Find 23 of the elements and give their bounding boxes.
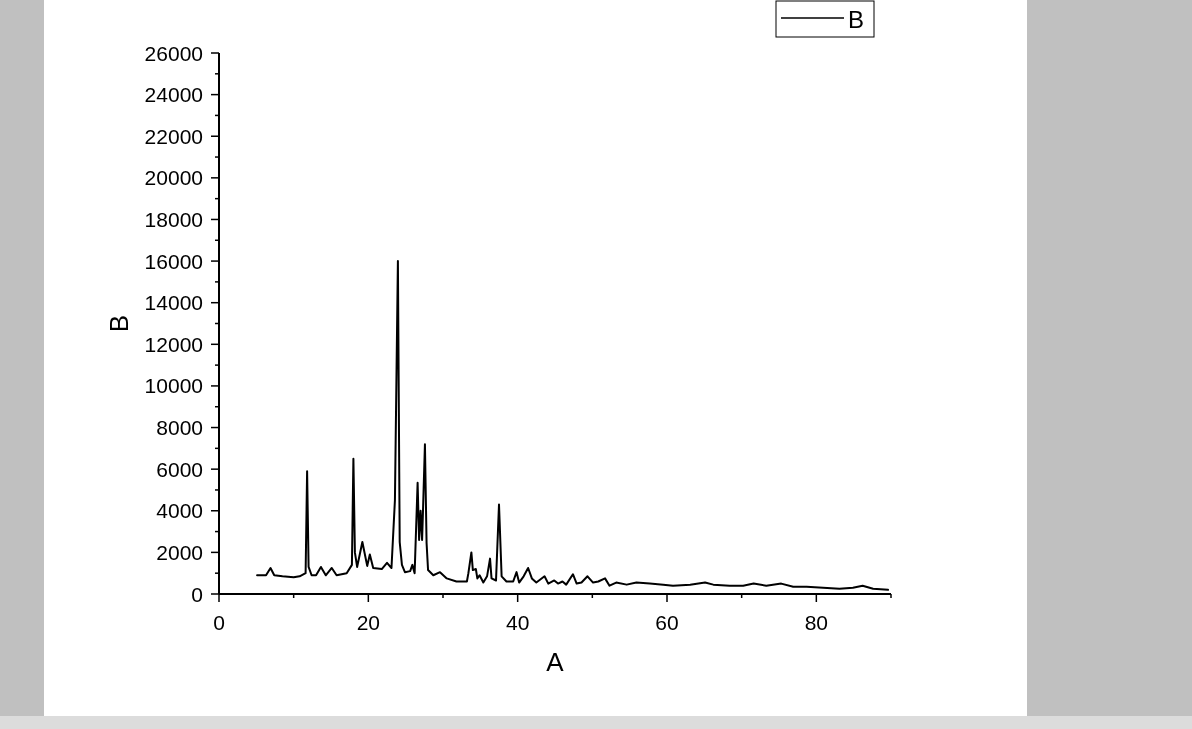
line-series [256,260,890,591]
y-tick-label: 4000 [156,499,203,523]
y-tick-label: 6000 [156,457,203,481]
y-tick-label: 26000 [144,41,203,65]
y-tick-label: 8000 [156,416,203,440]
y-tick-label: 24000 [144,83,203,107]
legend-label: B [848,5,865,33]
x-tick-label: 80 [804,610,829,634]
y-tick-label: 16000 [144,249,203,273]
y-tick-label: 22000 [144,124,203,148]
x-tick-label: 0 [213,610,225,634]
x-tick-label: 20 [356,610,381,634]
y-tick-label: 12000 [144,332,203,356]
y-axis-title: B [104,314,135,333]
x-tick-label: 40 [505,610,530,634]
x-tick-label: 60 [655,610,679,634]
y-tick-label: 10000 [144,374,203,398]
y-tick-label: 18000 [144,208,203,232]
y-tick-label: 14000 [144,291,203,315]
y-tick-label: 2000 [156,540,203,564]
y-tick-label: 0 [191,582,203,606]
y-tick-label: 20000 [144,166,203,190]
x-axis-title: A [546,647,565,678]
